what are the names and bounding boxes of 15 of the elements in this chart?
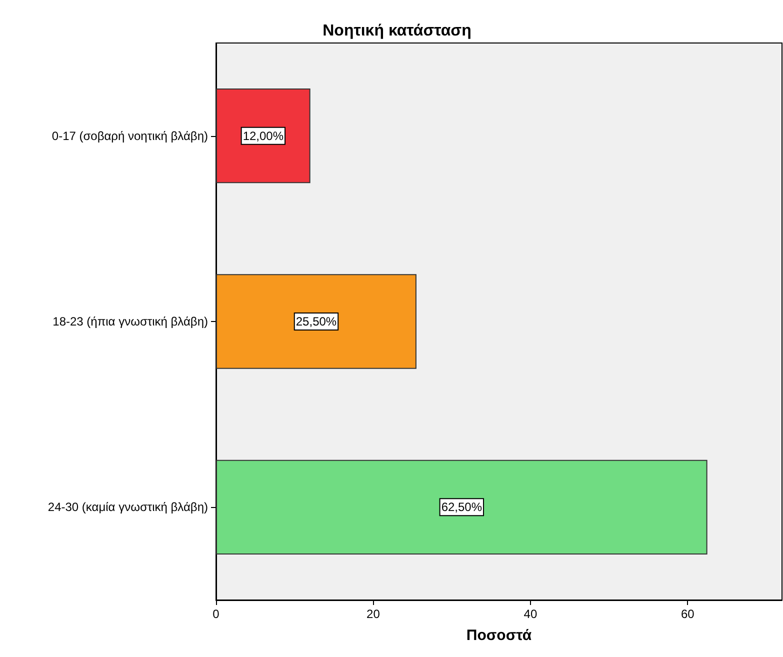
bar xyxy=(216,88,310,184)
x-tick-label: 0 xyxy=(212,607,220,621)
x-tick-label: 20 xyxy=(366,607,380,621)
x-tick-label: 60 xyxy=(680,607,695,621)
bar xyxy=(216,460,708,555)
data-label: 12,00% xyxy=(242,128,284,143)
x-axis-title: Ποσοστά xyxy=(466,627,532,644)
y-tick-label: 24-30 (καμία γνωστική βλάβη) xyxy=(48,500,208,514)
y-tick-label: 18-23 (ήπια γνωστική βλάβη) xyxy=(52,314,208,328)
x-tick-label: 40 xyxy=(524,607,538,621)
data-label: 25,50% xyxy=(296,314,337,328)
data-label: 62,50% xyxy=(441,500,482,514)
chart-title: Νοητική κατάσταση xyxy=(322,22,472,40)
y-tick-label: 0-17 (σοβαρή νοητική βλάβη) xyxy=(52,128,208,143)
bar xyxy=(216,274,416,369)
